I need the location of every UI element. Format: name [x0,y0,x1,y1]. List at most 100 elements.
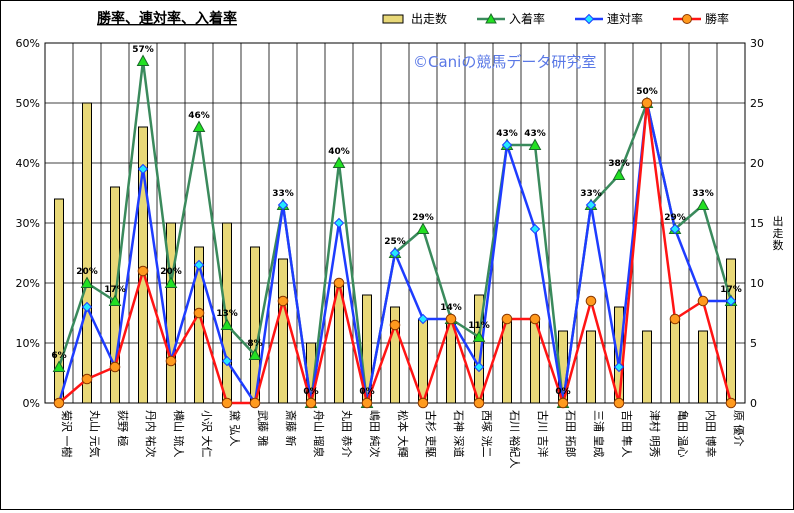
data-label: 0% [359,387,374,397]
category-label: 石神 深道 [452,410,466,458]
y-left-tick-label: 10% [16,337,40,350]
legend-label-win: 勝率 [705,11,729,26]
y-left-tick-label: 20% [16,277,40,290]
category-label: 菊沢 一樹 [60,410,74,458]
legend-swatch-starts [382,14,404,24]
legend-label-bar: 出走数 [411,11,447,26]
category-label: 西塚 洸二 [480,410,494,458]
marker-win-circle [389,319,401,331]
y-right-tick-label: 30 [750,37,764,50]
data-label: 29% [412,213,434,223]
marker-win-circle [501,313,513,325]
marker-win-circle [613,397,625,409]
category-label: 石田 拓郎 [564,410,578,458]
category-label: 古杉 吏駆 [424,410,438,458]
legend-marker-place [485,12,497,24]
data-label: 13% [216,309,238,319]
marker-quinella-diamond [613,361,625,373]
category-label: 嶋田 純次 [368,410,382,458]
category-label: 舟山 瑠泉 [312,410,326,458]
data-label: 20% [76,267,98,277]
y-right-tick-label: 15 [750,217,764,230]
marker-quinella-diamond [389,247,401,259]
y-right-tick-label: 5 [750,337,757,350]
data-label: 8% [247,339,262,349]
marker-win-circle [725,397,737,409]
legend-label-quinella: 連対率 [607,11,643,26]
marker-win-circle [333,277,345,289]
data-label: 11% [468,321,490,331]
category-label: 横山 琉人 [172,410,186,458]
category-label: 三浦 皇成 [592,410,606,458]
category-label: 亀田 温心 [676,410,690,458]
marker-win-circle [81,373,93,385]
marker-win-circle [529,313,541,325]
y-left-tick-label: 50% [16,97,40,110]
marker-win-circle [361,397,373,409]
bar-starts [82,102,92,404]
y-left-tick-label: 40% [16,157,40,170]
marker-win-circle [641,97,653,109]
plot-area-border [44,42,746,404]
marker-quinella-diamond [81,301,93,313]
data-label: 0% [555,387,570,397]
y-right-axis-label: 出走数 [773,214,784,252]
marker-place-triangle [164,276,178,288]
marker-win-circle [221,397,233,409]
marker-win-circle [53,397,65,409]
marker-win-circle [305,397,317,409]
bar-starts [278,258,288,404]
y-right-tick-label: 0 [750,397,757,410]
data-label: 0% [303,387,318,397]
category-label: 丹内 祐次 [144,410,158,458]
marker-quinella-diamond [669,223,681,235]
y-left-tick-label: 60% [16,37,40,50]
marker-quinella-diamond [333,217,345,229]
marker-win-circle [697,295,709,307]
marker-win-circle [417,397,429,409]
marker-quinella-diamond [137,163,149,175]
data-label: 33% [692,189,714,199]
category-label: 津村 明秀 [648,410,662,458]
bar-starts [670,318,680,404]
marker-win-circle [165,355,177,367]
data-label: 40% [328,147,350,157]
marker-win-circle [557,397,569,409]
data-label: 17% [104,285,126,295]
marker-win-circle [193,307,205,319]
data-label: 29% [664,213,686,223]
data-label: 46% [188,111,210,121]
marker-win-circle [137,265,149,277]
y-right-tick-label: 10 [750,277,764,290]
marker-quinella-diamond [725,295,737,307]
marker-place-triangle [52,360,66,372]
data-label: 50% [636,87,658,97]
category-label: 荻野 極 [116,410,130,447]
watermark-text: ©Caniの競馬データ研究室 [413,53,596,71]
marker-place-triangle [80,276,94,288]
marker-place-triangle [248,348,262,360]
category-label: 内田 博幸 [704,410,718,458]
category-label: 斎藤 新 [284,410,298,447]
bar-starts [698,330,708,404]
bar-starts [642,330,652,404]
data-label: 25% [384,237,406,247]
bar-starts [54,198,64,404]
marker-quinella-diamond [193,259,205,271]
data-label: 43% [496,129,518,139]
marker-place-triangle [136,54,150,66]
y-left-tick-label: 30% [16,217,40,230]
marker-quinella-diamond [501,139,513,151]
chart-title: 勝率、連対率、入着率 [97,10,237,27]
category-label: 小沢 大仁 [200,410,214,458]
marker-win-circle [249,397,261,409]
category-label: 松本 大輝 [396,410,410,458]
legend-label-place: 入着率 [509,11,545,26]
data-label: 6% [51,351,66,361]
y-right-tick-label: 25 [750,97,764,110]
marker-place-triangle [220,318,234,330]
bar-starts [726,258,736,404]
data-label: 43% [524,129,546,139]
marker-place-triangle [472,330,486,342]
